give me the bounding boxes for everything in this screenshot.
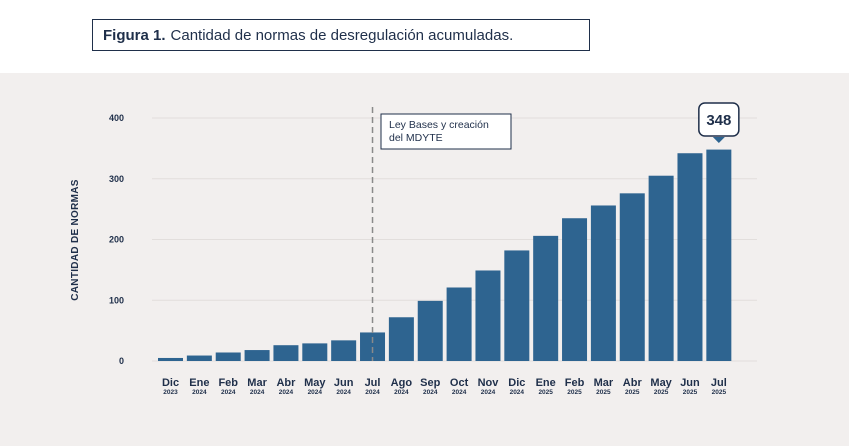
x-tick-year: 2024 <box>279 389 294 396</box>
x-tick-labels: Dic2023Ene2024Feb2024Mar2024Abr2024May20… <box>162 377 727 396</box>
bar <box>158 357 183 361</box>
x-tick-year: 2024 <box>452 389 467 396</box>
bar <box>360 332 386 361</box>
milestone-label-text: Ley Bases y creación <box>389 119 489 131</box>
x-tick-year: 2025 <box>625 389 640 396</box>
bar <box>619 193 645 361</box>
x-tick-month: Abr <box>276 377 296 389</box>
bar <box>215 352 241 361</box>
callout-value: 348 <box>706 112 731 129</box>
bars <box>158 149 732 361</box>
x-tick-month: May <box>650 377 672 389</box>
x-tick-month: Sep <box>420 377 440 389</box>
x-tick-month: Oct <box>450 377 469 389</box>
x-tick-month: Feb <box>218 377 238 389</box>
y-tick-label: 200 <box>109 235 124 245</box>
bar <box>331 340 357 361</box>
bar <box>677 153 703 361</box>
x-tick-year: 2024 <box>481 389 496 396</box>
bar <box>533 235 559 361</box>
x-tick-month: Mar <box>594 377 614 389</box>
milestone-label-box <box>380 113 512 150</box>
bar <box>706 149 732 361</box>
x-tick-month: Ago <box>391 377 413 389</box>
x-tick-year: 2025 <box>538 389 553 396</box>
milestone-label-text: del MDYTE <box>389 132 443 144</box>
x-tick-month: Jul <box>711 377 727 389</box>
bar <box>446 287 472 361</box>
y-tick-labels: 0 100 200 300 400 <box>109 113 124 366</box>
x-tick-month: Ene <box>189 377 209 389</box>
x-tick-year: 2023 <box>163 389 178 396</box>
callout-box <box>698 102 740 137</box>
figure-caption: Figura 1. Cantidad de normas de desregul… <box>92 19 590 51</box>
x-tick-year: 2024 <box>394 389 409 396</box>
x-tick-month: Feb <box>565 377 585 389</box>
bar <box>186 355 212 361</box>
x-tick-year: 2024 <box>336 389 351 396</box>
x-tick-year: 2024 <box>510 389 525 396</box>
x-tick-year: 2024 <box>365 389 380 396</box>
y-tick-label: 300 <box>109 174 124 184</box>
x-tick-month: Nov <box>478 377 500 389</box>
x-tick-year: 2025 <box>567 389 582 396</box>
y-axis-label: CANTIDAD DE NORMAS <box>70 179 81 301</box>
x-tick-month: Jul <box>365 377 381 389</box>
y-tick-label: 0 <box>119 356 124 366</box>
x-tick-year: 2024 <box>221 389 236 396</box>
bar <box>417 300 443 361</box>
bar <box>648 175 674 361</box>
x-tick-month: Abr <box>623 377 643 389</box>
x-tick-year: 2024 <box>250 389 265 396</box>
y-tick-label: 400 <box>109 113 124 123</box>
bar <box>273 345 299 361</box>
x-tick-year: 2025 <box>654 389 669 396</box>
x-tick-year: 2025 <box>712 389 727 396</box>
x-tick-year: 2024 <box>192 389 207 396</box>
x-tick-month: Ene <box>536 377 556 389</box>
bar <box>244 350 270 361</box>
bar <box>562 218 588 361</box>
bar <box>302 343 328 361</box>
bar <box>590 205 616 361</box>
x-tick-year: 2024 <box>423 389 438 396</box>
x-tick-month: Jun <box>680 377 700 389</box>
figure-title: Cantidad de normas de desregulación acum… <box>170 26 514 44</box>
bar <box>388 317 414 361</box>
figure-label: Figura 1. <box>103 26 166 44</box>
y-tick-label: 100 <box>109 295 124 305</box>
x-tick-month: Mar <box>247 377 267 389</box>
x-tick-year: 2025 <box>596 389 611 396</box>
x-tick-year: 2025 <box>683 389 698 396</box>
x-tick-month: Jun <box>334 377 354 389</box>
x-tick-month: Dic <box>508 377 525 389</box>
x-tick-month: Dic <box>162 377 179 389</box>
bar <box>504 250 530 361</box>
callout-pointer <box>712 137 725 143</box>
x-tick-year: 2024 <box>308 389 323 396</box>
bar <box>475 270 501 361</box>
x-tick-month: May <box>304 377 326 389</box>
